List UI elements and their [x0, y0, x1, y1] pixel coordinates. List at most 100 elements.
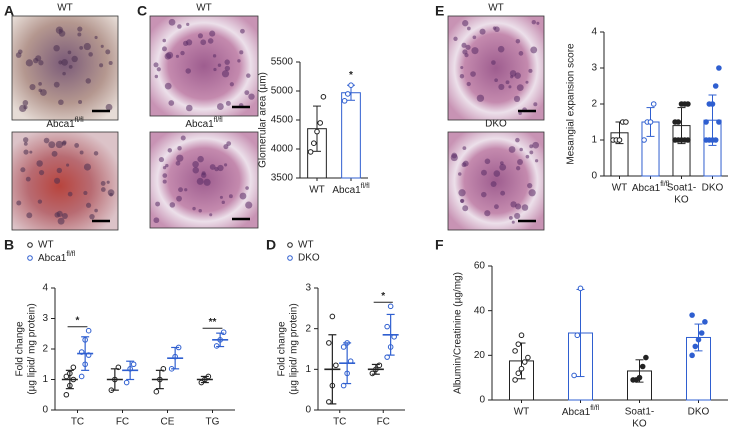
nucleus: [51, 150, 58, 157]
nucleus: [197, 155, 204, 163]
nucleus: [94, 35, 98, 40]
nucleus: [186, 104, 193, 112]
data-point: [78, 373, 85, 380]
nucleus: [180, 135, 186, 141]
legend-label: WT: [38, 240, 54, 251]
y-tick-label: 0: [479, 395, 485, 406]
data-point: [307, 149, 314, 155]
y-tick-label: 4500: [271, 115, 294, 126]
data-point: [650, 101, 657, 107]
legend-label: DKO: [298, 253, 320, 264]
data-point: [27, 242, 33, 248]
y-tick-label: 1: [591, 135, 597, 146]
nucleus: [56, 167, 63, 174]
nucleus: [38, 81, 42, 86]
data-point: [689, 352, 695, 359]
nucleus: [228, 194, 233, 199]
data-point: [623, 119, 629, 125]
nucleus: [462, 146, 467, 151]
bar: [341, 92, 361, 179]
nucleus: [79, 150, 84, 155]
nucleus: [62, 71, 66, 76]
nucleus: [38, 169, 45, 176]
data-point: [387, 303, 394, 310]
data-point: [689, 312, 695, 318]
nucleus: [15, 52, 22, 58]
y-axis-label: Glomerular area (µm): [258, 72, 269, 168]
nucleus: [167, 148, 173, 153]
y-tick-label: 2: [305, 323, 311, 334]
data-point: [376, 362, 383, 369]
nucleus: [219, 195, 223, 199]
nucleus: [535, 159, 539, 163]
nucleus: [58, 99, 64, 106]
nucleus: [225, 100, 231, 106]
nucleus: [36, 160, 43, 167]
nucleus: [108, 60, 113, 66]
nucleus: [494, 78, 498, 83]
nucleus: [217, 63, 222, 67]
nucleus: [209, 213, 213, 217]
nucleus: [505, 80, 510, 85]
nucleus: [185, 68, 191, 74]
nucleus: [162, 165, 167, 170]
x-tick-label: Soat1-: [625, 407, 654, 418]
y-tick-label: 3: [42, 313, 48, 324]
data-point: [348, 82, 354, 88]
nucleus: [240, 28, 245, 34]
nucleus: [43, 137, 50, 144]
x-tick-label-text: Abca1: [632, 183, 661, 194]
nucleus: [26, 212, 33, 219]
nucleus: [57, 217, 65, 225]
x-tick-label: TG: [206, 417, 220, 428]
y-tick-label: 40: [474, 305, 486, 316]
x-tick-label-sup: fl/fl: [361, 183, 370, 190]
data-point: [641, 137, 647, 143]
y-tick-label: 0: [591, 171, 597, 182]
nucleus: [245, 186, 249, 190]
x-tick-label: TC: [333, 417, 346, 428]
significance: *: [349, 70, 353, 81]
nucleus: [462, 160, 469, 167]
nucleus: [462, 20, 469, 27]
image-label: WT: [57, 3, 73, 14]
nucleus: [156, 67, 161, 72]
nucleus: [511, 220, 515, 224]
x-tick-label: FC: [116, 417, 129, 428]
nucleus: [458, 172, 462, 176]
nucleus: [466, 26, 471, 31]
nucleus: [450, 153, 458, 162]
nucleus: [224, 65, 231, 72]
nucleus: [88, 52, 93, 57]
nucleus: [226, 141, 232, 146]
data-point: [287, 242, 293, 248]
data-point: [515, 370, 522, 377]
nucleus: [166, 51, 174, 59]
panel-letter: A: [4, 3, 14, 19]
data-point: [123, 379, 130, 386]
x-tick-label: Abca1fl/fl: [632, 181, 670, 194]
nucleus: [459, 74, 465, 79]
nucleus: [25, 176, 31, 182]
micrograph: [11, 15, 119, 121]
data-point: [130, 361, 137, 368]
panel-letter: C: [137, 3, 147, 19]
nucleus: [529, 144, 534, 149]
data-point: [716, 119, 722, 125]
data-point: [521, 359, 528, 365]
nucleus: [499, 161, 504, 165]
nucleus: [175, 54, 179, 58]
data-point: [695, 336, 702, 343]
nucleus: [476, 94, 485, 102]
micrograph: [447, 15, 545, 121]
nucleus: [93, 151, 99, 156]
nucleus: [494, 204, 499, 210]
nucleus: [48, 141, 56, 149]
micrograph: [149, 15, 259, 117]
data-point: [369, 370, 376, 377]
nucleus: [53, 44, 60, 52]
data-point: [317, 120, 324, 126]
nucleus: [239, 192, 247, 200]
nucleus: [180, 50, 185, 56]
nucleus: [532, 141, 540, 149]
